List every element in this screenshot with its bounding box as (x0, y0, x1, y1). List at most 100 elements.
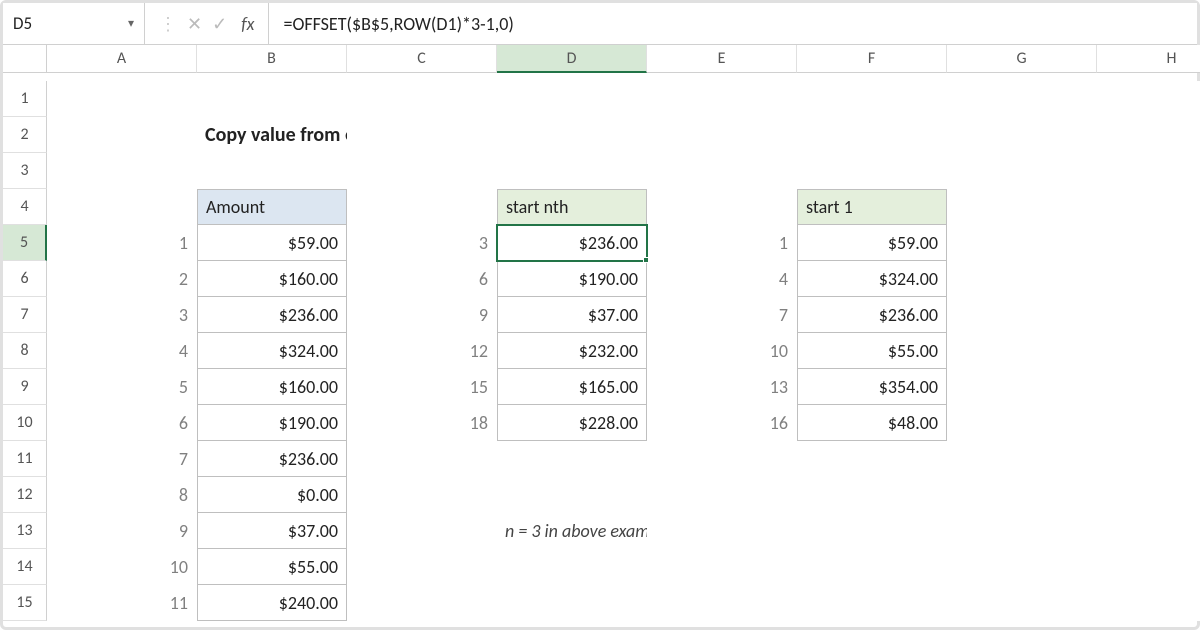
name-box[interactable]: D5 ▾ (3, 3, 145, 45)
cell[interactable] (1097, 189, 1200, 225)
table-cell[interactable]: $228.00 (497, 405, 647, 441)
col-header-a[interactable]: A (47, 45, 197, 73)
table-cell[interactable]: $165.00 (497, 369, 647, 405)
col-header-d[interactable]: D (497, 45, 647, 73)
cell[interactable]: 3 (47, 297, 197, 333)
cell[interactable]: 4 (647, 261, 797, 297)
cell[interactable] (347, 117, 497, 153)
table-cell[interactable]: $160.00 (197, 369, 347, 405)
cell[interactable] (797, 117, 947, 153)
row-header[interactable]: 2 (3, 117, 47, 153)
cell[interactable]: 12 (347, 333, 497, 369)
cell[interactable] (797, 477, 947, 513)
page-title[interactable]: Copy value from every nth row (197, 117, 347, 153)
cell[interactable] (647, 81, 797, 117)
cell[interactable]: 11 (47, 585, 197, 621)
table-cell[interactable]: $190.00 (197, 405, 347, 441)
cell[interactable]: 8 (47, 477, 197, 513)
table-cell[interactable]: $59.00 (197, 225, 347, 261)
table-cell[interactable]: $37.00 (497, 297, 647, 333)
row-header[interactable]: 4 (3, 189, 47, 225)
table-header-start-nth[interactable]: start nth (497, 189, 647, 225)
table-cell[interactable]: $236.00 (197, 441, 347, 477)
row-header[interactable]: 1 (3, 81, 47, 117)
col-header-f[interactable]: F (797, 45, 947, 73)
cell[interactable] (1097, 405, 1200, 441)
cell[interactable] (1097, 261, 1200, 297)
cell[interactable] (947, 261, 1097, 297)
col-header-b[interactable]: B (197, 45, 347, 73)
cell[interactable]: 6 (347, 261, 497, 297)
row-header[interactable]: 9 (3, 369, 47, 405)
cell[interactable] (347, 441, 497, 477)
cell[interactable] (947, 189, 1097, 225)
cell[interactable]: 1 (47, 225, 197, 261)
cell[interactable] (1097, 81, 1200, 117)
cell[interactable]: 15 (347, 369, 497, 405)
cell[interactable] (947, 333, 1097, 369)
cell[interactable] (797, 549, 947, 585)
table-cell[interactable]: $55.00 (797, 333, 947, 369)
cell[interactable] (947, 441, 1097, 477)
row-header[interactable]: 12 (3, 477, 47, 513)
cell[interactable]: 3 (347, 225, 497, 261)
row-header[interactable]: 5 (3, 225, 47, 261)
cell[interactable] (797, 153, 947, 189)
cell[interactable]: 7 (47, 441, 197, 477)
cell[interactable] (347, 153, 497, 189)
cell[interactable] (947, 81, 1097, 117)
cell[interactable] (47, 189, 197, 225)
cell[interactable] (197, 81, 347, 117)
cell[interactable]: 10 (47, 549, 197, 585)
cell[interactable] (47, 117, 197, 153)
row-header[interactable]: 7 (3, 297, 47, 333)
cell[interactable]: 5 (47, 369, 197, 405)
row-header[interactable]: 6 (3, 261, 47, 297)
cell[interactable] (1097, 297, 1200, 333)
select-all-corner[interactable] (3, 45, 47, 73)
table-cell[interactable]: $0.00 (197, 477, 347, 513)
cell[interactable]: 18 (347, 405, 497, 441)
cell[interactable] (947, 225, 1097, 261)
cell[interactable] (647, 549, 797, 585)
cell[interactable] (347, 549, 497, 585)
cell[interactable] (947, 117, 1097, 153)
cell[interactable] (647, 513, 797, 549)
cell[interactable] (947, 477, 1097, 513)
table-cell[interactable]: $354.00 (797, 369, 947, 405)
cell[interactable] (647, 477, 797, 513)
row-header[interactable]: 8 (3, 333, 47, 369)
cell[interactable] (797, 513, 947, 549)
fill-handle[interactable] (643, 257, 649, 263)
col-header-g[interactable]: G (947, 45, 1097, 73)
table-cell[interactable]: $236.00 (797, 297, 947, 333)
cell[interactable] (347, 585, 497, 621)
cell[interactable]: 7 (647, 297, 797, 333)
cell[interactable]: 10 (647, 333, 797, 369)
cell[interactable] (347, 189, 497, 225)
row-header[interactable]: 3 (3, 153, 47, 189)
cell[interactable] (1097, 585, 1200, 621)
table-header-start-1[interactable]: start 1 (797, 189, 947, 225)
cell[interactable]: 2 (47, 261, 197, 297)
cell[interactable] (947, 405, 1097, 441)
cell[interactable] (947, 585, 1097, 621)
cell[interactable] (947, 297, 1097, 333)
cell[interactable] (797, 81, 947, 117)
row-header[interactable]: 14 (3, 549, 47, 585)
cell[interactable] (947, 369, 1097, 405)
cell[interactable] (647, 117, 797, 153)
cell[interactable] (497, 153, 647, 189)
cell[interactable] (197, 153, 347, 189)
formula-input[interactable] (268, 3, 1197, 44)
cell[interactable] (1097, 477, 1200, 513)
cell[interactable]: 9 (47, 513, 197, 549)
cell[interactable] (497, 81, 647, 117)
cell[interactable] (947, 513, 1097, 549)
table-cell[interactable]: $55.00 (197, 549, 347, 585)
cell[interactable]: 13 (647, 369, 797, 405)
cell[interactable]: 9 (347, 297, 497, 333)
cell[interactable] (1097, 369, 1200, 405)
cell[interactable] (647, 189, 797, 225)
cell[interactable] (497, 441, 647, 477)
